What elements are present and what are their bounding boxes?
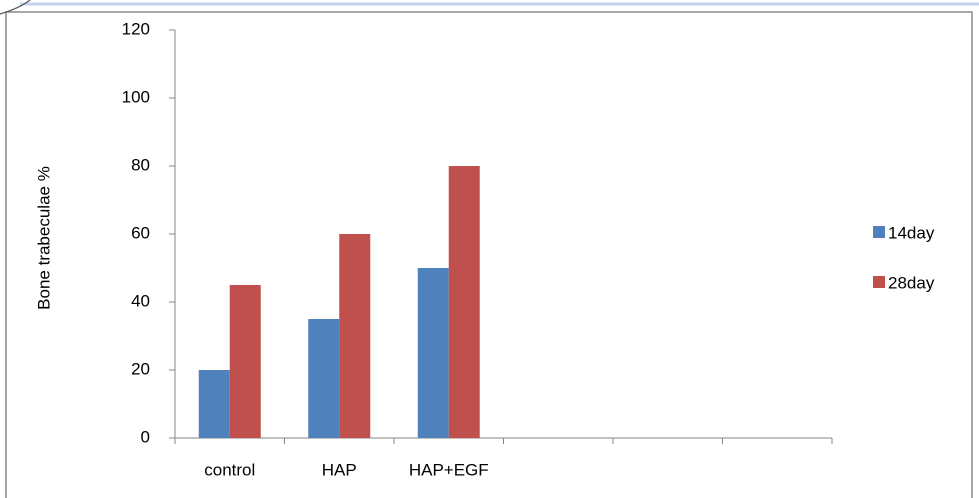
legend-label: 28day	[888, 273, 935, 292]
bar	[308, 319, 340, 438]
bar	[417, 268, 449, 438]
x-tick-label: control	[204, 460, 255, 479]
bar	[229, 285, 261, 438]
y-tick-label: 100	[122, 87, 150, 106]
x-tick-label: HAP	[322, 460, 357, 479]
frame	[5, 11, 973, 498]
y-axis-label: Bone trabeculae %	[34, 166, 53, 310]
y-tick-label: 0	[141, 427, 150, 446]
bar	[448, 166, 480, 438]
legend-label: 14day	[888, 223, 935, 242]
corner	[0, 0, 31, 15]
bar	[339, 234, 371, 438]
y-tick-label: 80	[131, 155, 150, 174]
y-tick-label: 120	[122, 19, 150, 38]
y-tick-label: 40	[131, 291, 150, 310]
y-tick-label: 20	[131, 359, 150, 378]
legend-swatch	[873, 276, 885, 288]
x-tick-label: HAP+EGF	[409, 460, 489, 479]
legend-swatch	[873, 226, 885, 238]
bar	[198, 370, 230, 438]
y-tick-label: 60	[131, 223, 150, 242]
